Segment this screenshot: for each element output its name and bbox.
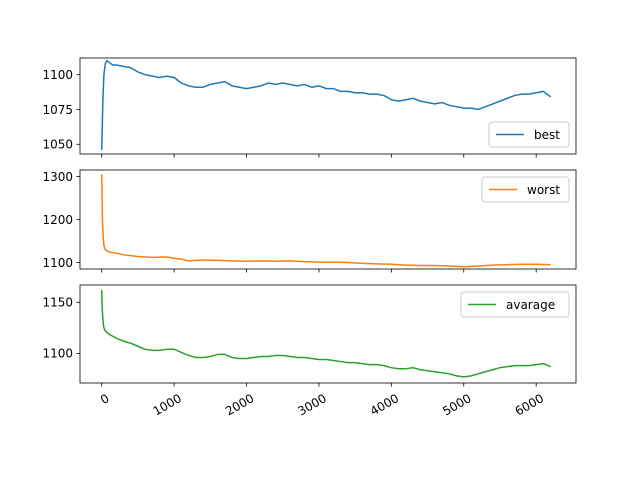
y-tick-label: 1050 [42, 138, 73, 152]
subplots: 1050 1075 1100 best 1100 1200 1300 worst 1100 115… [42, 57, 577, 418]
y-tick-label: 1300 [42, 170, 73, 184]
subplot-1: 1050 1075 1100 best [42, 57, 577, 158]
y-tick-label: 1075 [42, 103, 73, 117]
series-line-worst [100, 174, 551, 268]
series-line-avarage [100, 290, 551, 378]
axes-frame [79, 57, 577, 155]
legend: worst [481, 176, 570, 203]
legend-label-avarage: avarage [506, 298, 555, 312]
series-line-best [100, 60, 552, 150]
y-tick-label: 1200 [42, 213, 73, 227]
y-tick-label: 1100 [42, 347, 73, 361]
legend-box [460, 291, 570, 318]
y-tick-label: 1100 [42, 68, 73, 82]
legend: best [488, 121, 570, 148]
legend-box [488, 121, 570, 148]
y-tick-label: 1150 [42, 296, 73, 310]
legend-label-best: best [534, 128, 560, 142]
axes-frame [79, 284, 577, 384]
legend-box [481, 176, 570, 203]
subplot-2: 1100 1200 1300 worst [42, 169, 577, 273]
legend-label-worst: worst [527, 183, 560, 197]
legend: avarage [460, 291, 570, 318]
y-tick-label: 1100 [42, 256, 73, 270]
